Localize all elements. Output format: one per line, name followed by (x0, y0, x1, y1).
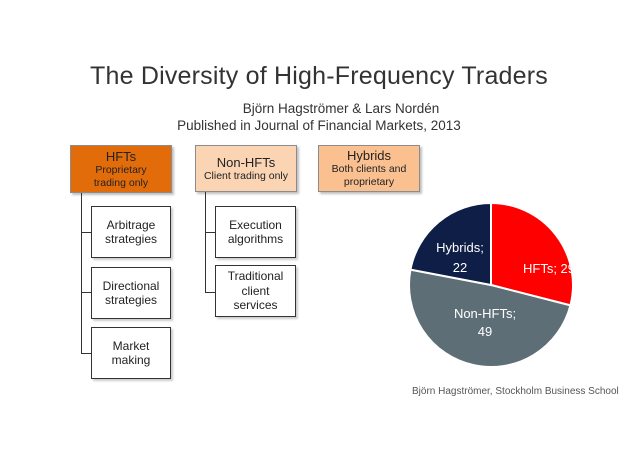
subcategory-label-line: Market (112, 338, 150, 353)
non-hfts-tree-vertical-connector (205, 192, 206, 293)
pie-slice-label: HFTs; 29 (523, 261, 575, 276)
subcategory-label-line: Directional (102, 278, 160, 293)
subcategory-label-line: Arbitrage (106, 217, 156, 232)
subcategory-market-making: Market making (91, 327, 171, 379)
non-hfts-tree-branch-connector (205, 232, 215, 233)
slide-title: The Diversity of High-Frequency Traders (90, 62, 548, 90)
hfts-tree-branch-connector (81, 292, 91, 293)
trader-type-pie-chart: HFTs; 29 Non-HFTs; 49 Hybrids; 22 (408, 201, 575, 368)
category-non-hfts-heading: Non-HFTs (216, 154, 276, 170)
category-hybrids-description-line: proprietary (343, 176, 395, 188)
subcategory-label-line: strategies (104, 293, 158, 307)
pie-slice-label: Hybrids; 22 (436, 240, 484, 275)
subcategory-label-line: Execution (229, 217, 282, 232)
subtitle-publication: Published in Journal of Financial Market… (177, 118, 461, 133)
subcategory-traditional-client-services: Traditional client services (215, 265, 296, 317)
subcategory-directional-strategies: Directional strategies (91, 267, 171, 319)
pie-slice (409, 201, 492, 287)
pie-slice-label: Non-HFTs; 49 (454, 306, 516, 339)
category-non-hfts-description-line: Client trading only (203, 169, 289, 182)
subcategory-label-line: client (241, 283, 270, 298)
subcategory-label-line: algorithms (227, 232, 284, 246)
category-hybrids-box: Hybrids Both clients and proprietary (318, 145, 420, 192)
non-hfts-tree-branch-connector (205, 292, 215, 293)
category-hfts-box: HFTs Proprietary trading only (70, 145, 172, 193)
category-hfts-heading: HFTs (105, 148, 137, 164)
hfts-tree-branch-connector (81, 232, 91, 233)
subcategory-label-line: services (233, 298, 278, 313)
subcategory-label-line: strategies (104, 232, 158, 246)
category-non-hfts-box: Non-HFTs Client trading only (195, 145, 297, 192)
hfts-tree-vertical-connector (81, 193, 82, 354)
subcategory-execution-algorithms: Execution algorithms (215, 206, 296, 258)
pie-slice (408, 268, 572, 368)
subcategory-arbitrage-strategies: Arbitrage strategies (91, 206, 171, 258)
subcategory-label-line: Traditional (227, 269, 284, 284)
category-hybrids-description-line: Both clients and (331, 163, 407, 175)
pie-slice (490, 201, 574, 307)
hfts-tree-branch-connector (81, 353, 91, 354)
subtitle-authors: Björn Hagströmer & Lars Nordén (242, 101, 440, 116)
category-hybrids-heading: Hybrids (346, 148, 392, 163)
subcategory-label-line: making (111, 353, 151, 367)
footer-attribution: Björn Hagströmer, Stockholm Business Sch… (412, 386, 619, 397)
category-hfts-description-line: Proprietary (95, 163, 147, 176)
category-hfts-description-line: trading only (93, 176, 149, 189)
